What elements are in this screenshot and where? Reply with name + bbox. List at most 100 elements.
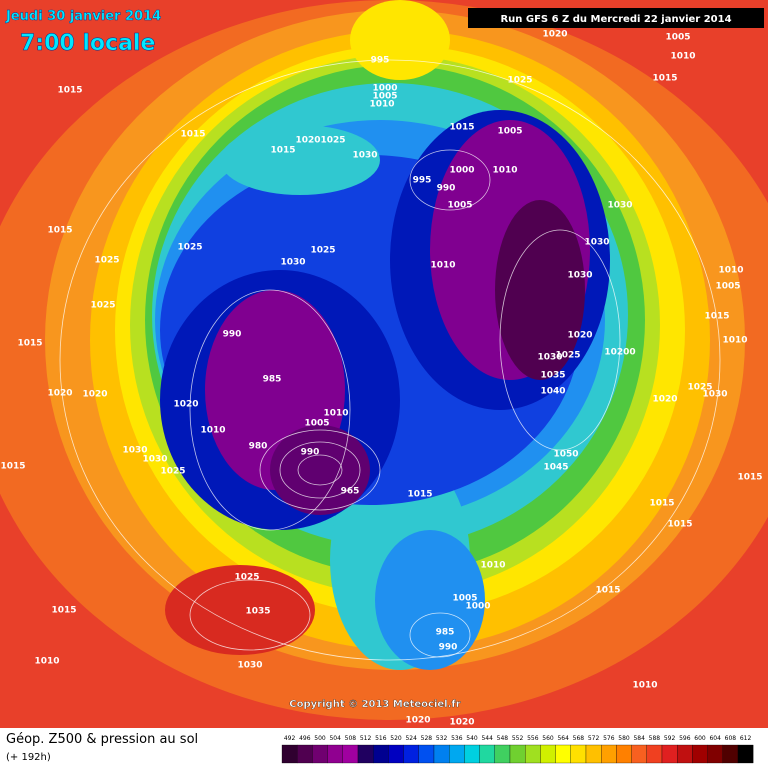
pressure-label: 1010 — [323, 409, 348, 419]
scale-label: 560 — [542, 735, 554, 742]
scale-swatch — [312, 744, 328, 764]
pressure-label: 1035 — [245, 607, 270, 617]
pressure-label: 1010 — [492, 166, 517, 176]
scale-swatch — [677, 744, 693, 764]
pressure-label: 1010 — [722, 336, 747, 346]
pressure-label: 1010 — [718, 266, 743, 276]
scale-label: 600 — [694, 735, 706, 742]
pressure-label: 1015 — [449, 123, 474, 133]
pressure-label: 1020 — [405, 716, 430, 726]
pressure-label: 1040 — [540, 387, 565, 397]
pressure-label: 1030 — [567, 271, 592, 281]
pressure-label: 1030 — [237, 661, 262, 671]
pressure-label: 1010 — [480, 561, 505, 571]
pressure-label: 995 — [371, 56, 390, 66]
time: 7:00 locale — [20, 31, 155, 56]
scale-label: 504 — [329, 735, 341, 742]
pressure-label: 1015 — [47, 226, 72, 236]
pressure-label: 1010 — [670, 52, 695, 62]
pressure-label: 1005 — [372, 92, 397, 102]
scale-swatch — [509, 744, 526, 764]
scale-label: 544 — [481, 735, 493, 742]
pressure-label: 1005 — [452, 594, 477, 604]
pressure-label: 1000 — [465, 602, 490, 612]
pressure-label: 1025 — [160, 467, 185, 477]
scale-swatch — [281, 744, 298, 764]
scale-swatch — [646, 744, 663, 764]
pressure-label: 1005 — [665, 33, 690, 43]
scale-label: 572 — [588, 735, 600, 742]
scale-label: 556 — [527, 735, 539, 742]
pressure-label: 990 — [301, 448, 320, 458]
pressure-label: 1005 — [447, 201, 472, 211]
pressure-label: 1015 — [17, 339, 42, 349]
scale-swatch — [570, 744, 587, 764]
pressure-label: 1020 — [542, 30, 567, 40]
pressure-label: 995 — [413, 176, 432, 186]
pressure-label: 1015 — [0, 462, 25, 472]
pressure-label: 1000 — [449, 166, 474, 176]
run-box — [468, 8, 764, 28]
scale-swatch — [327, 744, 343, 764]
pressure-label: 1030 — [537, 353, 562, 363]
scale-label: 520 — [390, 735, 402, 742]
pressure-label: 990 — [439, 643, 458, 653]
scale-label: 512 — [360, 735, 372, 742]
scale-label: 576 — [603, 735, 615, 742]
pressure-label: 1015 — [737, 473, 762, 483]
scale-swatch — [418, 744, 435, 764]
pressure-label: 1035 — [540, 371, 565, 381]
scale-swatch — [585, 744, 602, 764]
pressure-label: 1015 — [652, 74, 677, 84]
scale-label: 508 — [345, 735, 357, 742]
pressure-label: 1010 — [369, 100, 394, 110]
scale-label: 568 — [573, 735, 585, 742]
scale-swatch — [616, 744, 632, 764]
pressure-label: 1025 — [320, 136, 345, 146]
pressure-label: 10200 — [604, 348, 635, 358]
pressure-label: 1025 — [177, 243, 202, 253]
footer-title: Géop. Z500 & pression au sol — [6, 732, 198, 747]
pressure-label: 1020 — [82, 390, 107, 400]
pressure-label: 1025 — [507, 76, 532, 86]
scale-label: 592 — [664, 735, 676, 742]
pressure-label: 1015 — [270, 146, 295, 156]
scale-label: 608 — [725, 735, 737, 742]
pressure-label: 985 — [436, 628, 455, 638]
scale-swatch — [479, 744, 495, 764]
scale-label: 496 — [299, 735, 311, 742]
footer-lead: (+ 192h) — [6, 752, 51, 763]
scale-swatch — [403, 744, 419, 764]
pressure-label: 1030 — [607, 201, 632, 211]
pressure-label: 1030 — [280, 258, 305, 268]
pressure-label: 1025 — [90, 301, 115, 311]
pressure-label: 1015 — [180, 130, 205, 140]
pressure-label: 1015 — [57, 86, 82, 96]
scale-label: 500 — [314, 735, 326, 742]
scale-swatch — [433, 744, 450, 764]
pressure-label: 1010 — [632, 681, 657, 691]
scale-label: 540 — [466, 735, 478, 742]
pressure-label: 1025 — [234, 573, 259, 583]
pressure-label: 1005 — [715, 282, 740, 292]
scale-swatch — [555, 744, 571, 764]
pressure-label: 985 — [263, 375, 282, 385]
pressure-label: 980 — [249, 442, 268, 452]
scale-swatch — [631, 744, 647, 764]
pressure-label: 1025 — [94, 256, 119, 266]
pressure-label: 1015 — [51, 606, 76, 616]
scale-label: 580 — [618, 735, 630, 742]
scale-swatch — [525, 744, 541, 764]
copyright: Copyright © 2013 Meteociel.fr — [289, 699, 460, 710]
pressure-label: 1025 — [310, 246, 335, 256]
pressure-label: 1005 — [497, 127, 522, 137]
pressure-label: 1020 — [173, 400, 198, 410]
scale-swatch — [449, 744, 465, 764]
scale-swatch — [722, 744, 739, 764]
pressure-label: 1030 — [122, 446, 147, 456]
scale-label: 516 — [375, 735, 387, 742]
scale-label: 528 — [421, 735, 433, 742]
pressure-label: 1045 — [543, 463, 568, 473]
map-field — [0, 0, 768, 728]
pressure-label: 965 — [341, 487, 360, 497]
